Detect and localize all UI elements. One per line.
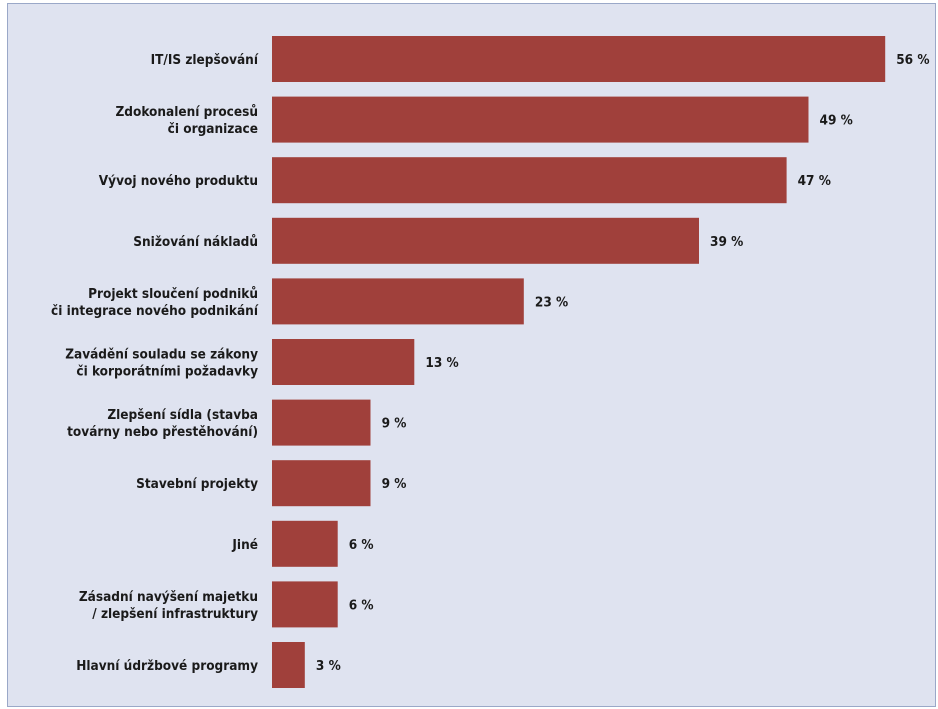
category-label-9: Jiné — [231, 537, 258, 553]
category-label-4: Snižování nákladů — [133, 233, 258, 250]
value-label-7: 9 % — [382, 416, 407, 432]
bar-9 — [272, 520, 338, 567]
bar-6 — [272, 339, 415, 385]
value-label-10: 6 % — [349, 597, 374, 613]
category-label-5: Projekt sloučení podniků či integrace nov… — [51, 285, 259, 319]
value-label-11: 3 % — [316, 658, 341, 674]
bar-8 — [272, 460, 371, 507]
value-label-4: 39 % — [710, 234, 743, 250]
bar-11 — [272, 642, 305, 688]
bar-10 — [272, 581, 338, 628]
value-label-3: 47 % — [798, 173, 831, 189]
value-label-6: 13 % — [425, 355, 458, 371]
category-label-3: Vývoj nového produktu — [99, 173, 258, 189]
bar-5 — [272, 278, 524, 325]
value-label-8: 9 % — [382, 476, 407, 492]
category-label-10: Zásadní navýšení majetku / zlepšení infra… — [79, 589, 258, 622]
category-label-8: Stavební projekty — [136, 476, 258, 492]
bar-1 — [272, 36, 886, 82]
bar-7 — [272, 399, 371, 446]
value-label-1: 56 % — [896, 52, 929, 68]
category-label-2: Zdokonalení procesů či organizace — [115, 103, 258, 137]
value-label-5: 23 % — [535, 294, 568, 310]
bar-4 — [272, 217, 699, 264]
category-label-6: Zavádění souladu se zákony či korporátním… — [65, 347, 258, 380]
bar-3 — [272, 157, 787, 204]
value-label-2: 49 % — [820, 113, 853, 129]
category-label-1: IT/IS zlepšování — [151, 52, 259, 68]
category-label-11: Hlavní údržbové programy — [76, 658, 258, 674]
value-label-9: 6 % — [349, 537, 374, 553]
bar-2 — [272, 96, 809, 143]
category-label-7: Zlepšení sídla (stavba továrny nebo přest… — [67, 407, 258, 440]
